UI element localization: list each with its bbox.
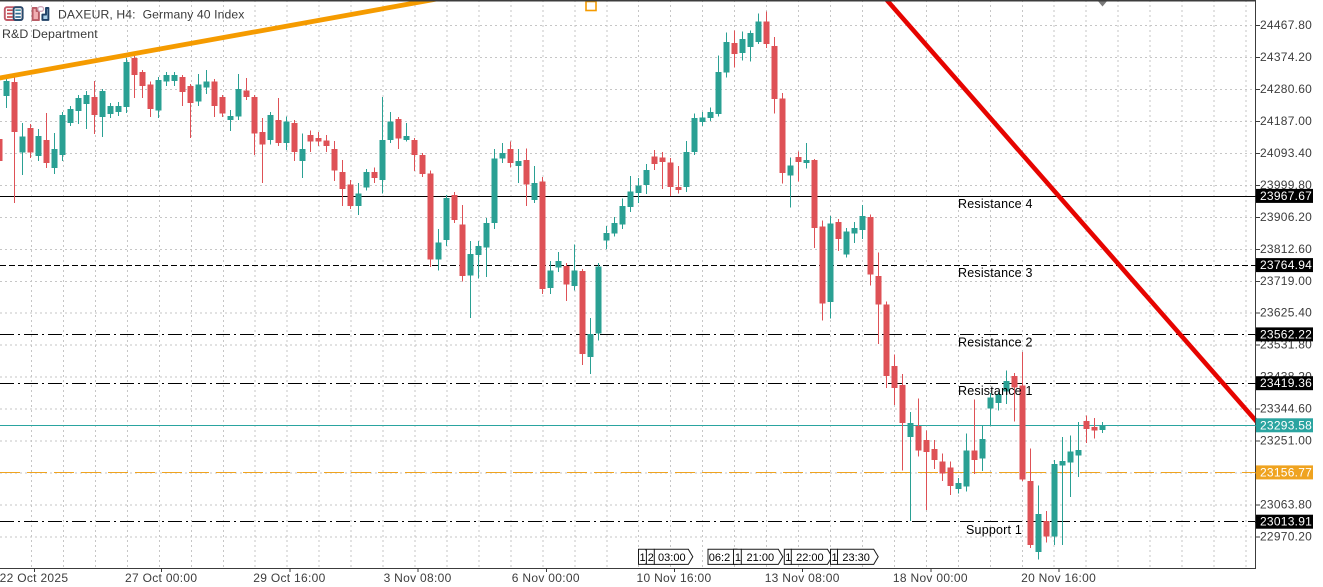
svg-text:24280.60: 24280.60	[1260, 82, 1312, 96]
svg-text:1: 1	[735, 552, 741, 564]
svg-text:22 Oct 2025: 22 Oct 2025	[0, 571, 68, 585]
svg-text:R&D Department: R&D Department	[2, 27, 98, 41]
svg-text:23251.00: 23251.00	[1260, 434, 1312, 448]
svg-text:23967.67: 23967.67	[1260, 189, 1312, 203]
svg-text:24187.00: 24187.00	[1260, 114, 1312, 128]
svg-text:29 Oct 16:00: 29 Oct 16:00	[253, 571, 325, 585]
svg-text:Resistance 1: Resistance 1	[958, 384, 1033, 398]
svg-text:10 Nov 16:00: 10 Nov 16:00	[637, 571, 712, 585]
svg-text:23906.20: 23906.20	[1260, 210, 1312, 224]
svg-text:24374.20: 24374.20	[1260, 50, 1312, 64]
svg-text:24093.40: 24093.40	[1260, 146, 1312, 160]
svg-text:2: 2	[648, 552, 654, 564]
svg-text:20 Nov 16:00: 20 Nov 16:00	[1021, 571, 1096, 585]
svg-text:03:00: 03:00	[658, 552, 686, 564]
svg-text:23625.40: 23625.40	[1260, 306, 1312, 320]
svg-text:23764.94: 23764.94	[1260, 258, 1312, 272]
svg-text:13 Nov 08:00: 13 Nov 08:00	[765, 571, 840, 585]
svg-text:1: 1	[831, 552, 837, 564]
svg-text:DAXEUR, H4: Germany 40 Index: DAXEUR, H4: Germany 40 Index	[58, 8, 244, 22]
svg-text:23013.91: 23013.91	[1260, 515, 1312, 529]
svg-text:21:00: 21:00	[747, 552, 775, 564]
svg-text:Resistance 2: Resistance 2	[958, 336, 1033, 350]
svg-text:23344.60: 23344.60	[1260, 402, 1312, 416]
svg-text:27 Oct 00:00: 27 Oct 00:00	[125, 571, 197, 585]
svg-text:06:2: 06:2	[709, 552, 730, 564]
svg-text:23063.80: 23063.80	[1260, 498, 1312, 512]
svg-text:22970.20: 22970.20	[1260, 530, 1312, 544]
svg-text:23999.80: 23999.80	[1260, 178, 1312, 192]
svg-text:Support 1: Support 1	[966, 523, 1022, 537]
svg-text:6 Nov 00:00: 6 Nov 00:00	[512, 571, 580, 585]
svg-text:23293.58: 23293.58	[1260, 418, 1312, 432]
svg-text:22:00: 22:00	[796, 552, 824, 564]
svg-text:24467.80: 24467.80	[1260, 18, 1312, 32]
svg-text:23:30: 23:30	[842, 552, 870, 564]
svg-text:23719.00: 23719.00	[1260, 274, 1312, 288]
svg-text:Resistance 4: Resistance 4	[958, 197, 1033, 211]
svg-text:23419.36: 23419.36	[1260, 376, 1312, 390]
svg-text:23156.77: 23156.77	[1260, 465, 1312, 479]
svg-text:18 Nov 00:00: 18 Nov 00:00	[893, 571, 968, 585]
svg-text:Resistance 3: Resistance 3	[958, 266, 1033, 280]
svg-text:23812.60: 23812.60	[1260, 242, 1312, 256]
svg-text:3 Nov 08:00: 3 Nov 08:00	[384, 571, 452, 585]
svg-text:1: 1	[639, 552, 645, 564]
svg-text:1: 1	[785, 552, 791, 564]
svg-text:23562.22: 23562.22	[1260, 327, 1312, 341]
